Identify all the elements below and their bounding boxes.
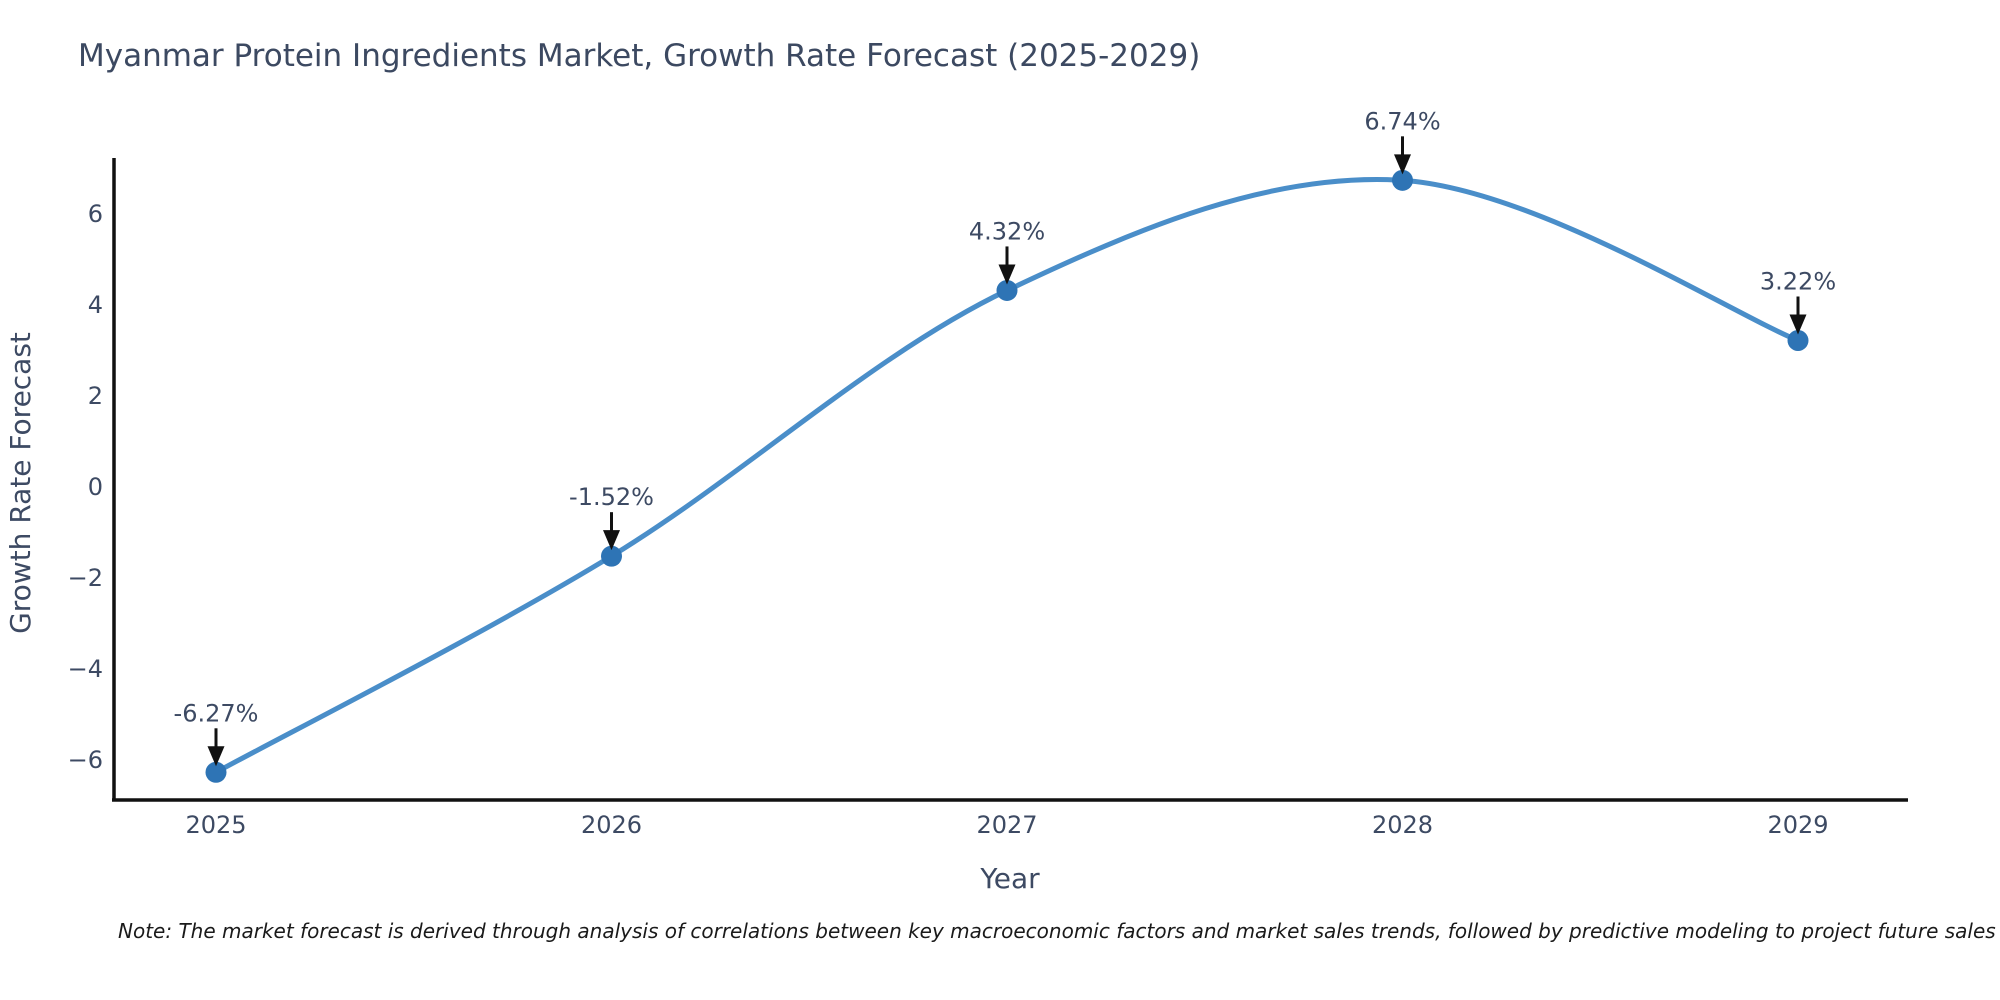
data-point-marker [996, 279, 1018, 301]
line-series [205, 169, 1809, 783]
data-point-marker [1787, 329, 1809, 351]
x-tick-label: 2028 [1372, 811, 1433, 839]
y-axis-title: Growth Rate Forecast [4, 332, 37, 634]
chart-title: Myanmar Protein Ingredients Market, Grow… [78, 38, 1200, 74]
y-tick-label: −6 [68, 746, 103, 774]
footnote: Note: The market forecast is derived thr… [118, 919, 1996, 943]
x-tick-label: 2026 [581, 811, 642, 839]
data-point-marker [205, 761, 227, 783]
point-value-label: -6.27% [174, 699, 259, 727]
x-tick-label: 2025 [185, 811, 246, 839]
x-axis: 2025 2026 2027 2028 2029 Year [112, 798, 1908, 895]
y-tick-label: 2 [88, 382, 103, 410]
annotation-arrowhead-icon [1789, 314, 1807, 335]
annotation-arrowhead-icon [998, 264, 1016, 285]
point-annotation: -6.27% [174, 699, 259, 767]
x-tick-label: 2027 [976, 811, 1037, 839]
y-tick-label: 6 [88, 200, 103, 228]
point-value-label: 6.74% [1364, 107, 1440, 135]
point-annotation: 6.74% [1364, 107, 1441, 175]
point-value-label: 3.22% [1760, 267, 1836, 295]
x-axis-tick-labels: 2025 2026 2027 2028 2029 [185, 811, 1828, 839]
point-value-label: 4.32% [969, 217, 1045, 245]
y-tick-label: 4 [88, 291, 103, 319]
y-tick-label: 0 [88, 473, 103, 501]
y-axis-tick-labels: 6 4 2 0 −2 −4 −6 [68, 200, 103, 774]
y-tick-label: −4 [68, 655, 103, 683]
x-tick-label: 2029 [1767, 811, 1828, 839]
point-annotation: 4.32% [969, 217, 1045, 285]
y-axis: 6 4 2 0 −2 −4 −6 Growth Rate Forecast [4, 158, 116, 801]
annotation-arrowhead-icon [207, 746, 225, 767]
data-point-marker [601, 545, 622, 567]
annotation-arrowhead-icon [603, 530, 620, 551]
data-point-marker [1392, 169, 1413, 191]
point-annotations: -6.27% -1.52% 4.32% 6.74% 3.22% [174, 107, 1836, 767]
point-value-label: -1.52% [569, 483, 654, 511]
annotation-arrowhead-icon [1394, 154, 1411, 175]
y-tick-label: −2 [68, 564, 103, 592]
point-annotation: -1.52% [569, 483, 654, 551]
point-annotation: 3.22% [1760, 267, 1836, 335]
x-axis-title: Year [979, 862, 1040, 895]
